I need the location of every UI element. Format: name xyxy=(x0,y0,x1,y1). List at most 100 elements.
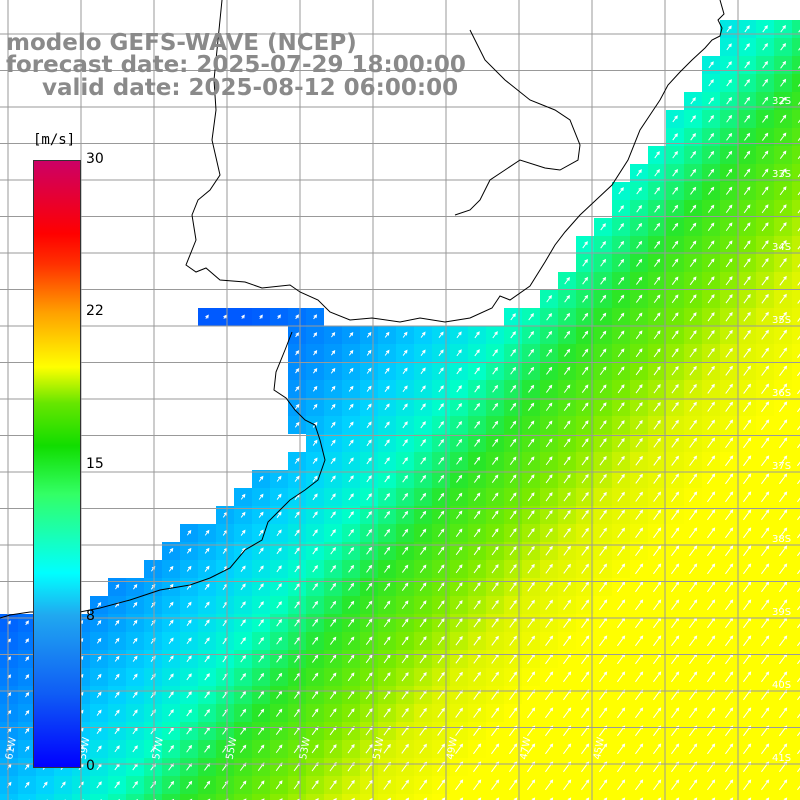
wind-arrow xyxy=(582,276,589,285)
wind-arrow xyxy=(618,294,625,303)
wind-arrow xyxy=(581,474,589,484)
wind-arrow xyxy=(653,366,661,376)
wind-arrow xyxy=(743,222,751,232)
wind-arrow xyxy=(689,276,697,286)
wind-arrow xyxy=(438,349,444,357)
wind-arrow xyxy=(725,437,734,449)
wind-arrow xyxy=(114,691,120,698)
wind-arrow xyxy=(365,779,373,790)
wind-arrow xyxy=(708,132,715,141)
wind-arrow xyxy=(582,312,589,321)
wind-arrow xyxy=(294,565,300,573)
wind-arrow xyxy=(689,671,698,683)
model-title: modelo GEFS-WAVE (NCEP) xyxy=(6,30,357,56)
wind-arrow xyxy=(509,528,517,538)
lon-label: 55W xyxy=(225,736,240,760)
wind-arrow xyxy=(689,635,698,647)
wind-arrow xyxy=(509,743,518,755)
wind-cell xyxy=(144,794,162,800)
wind-arrow xyxy=(545,563,553,574)
wind-arrow xyxy=(258,619,264,627)
wind-arrow xyxy=(330,600,337,609)
wind-arrow xyxy=(132,619,138,626)
wind-arrow xyxy=(671,509,680,521)
wind-arrow xyxy=(420,492,427,501)
wind-arrow xyxy=(204,637,210,645)
wind-arrow xyxy=(258,601,264,609)
wind-arrow xyxy=(618,222,624,231)
wind-arrow xyxy=(617,455,625,466)
wind-arrow xyxy=(509,599,517,610)
wind-arrow xyxy=(654,204,661,213)
wind-cell xyxy=(792,758,800,776)
wind-arrow xyxy=(492,349,498,357)
wind-cell xyxy=(792,92,800,110)
wind-arrow xyxy=(671,330,679,340)
wind-arrow xyxy=(653,455,661,466)
wind-arrow xyxy=(761,491,770,503)
wind-arrow xyxy=(366,421,372,429)
wind-arrow xyxy=(473,546,481,556)
wind-arrow xyxy=(419,600,427,610)
wind-arrow xyxy=(545,671,554,683)
wind-cell xyxy=(108,794,126,800)
wind-arrow xyxy=(600,240,606,249)
wind-arrow xyxy=(383,582,391,591)
wind-arrow xyxy=(329,672,337,681)
wind-arrow xyxy=(509,492,517,502)
wind-arrow xyxy=(473,600,481,610)
wind-arrow xyxy=(366,439,372,447)
wind-arrow xyxy=(294,421,300,428)
wind-arrow xyxy=(312,582,318,591)
wind-arrow xyxy=(726,61,732,69)
wind-arrow xyxy=(330,529,336,537)
wind-arrow xyxy=(204,744,211,753)
wind-arrow xyxy=(437,671,445,682)
wind-cell xyxy=(792,254,800,272)
wind-arrow xyxy=(402,439,408,447)
wind-arrow xyxy=(330,367,336,374)
wind-arrow xyxy=(384,349,390,356)
wind-arrow xyxy=(743,527,752,539)
wind-arrow xyxy=(797,569,800,575)
wind-cell xyxy=(792,128,800,146)
colorbar-tick-22: 22 xyxy=(86,303,104,319)
wind-arrow xyxy=(564,348,571,357)
wind-arrow xyxy=(295,350,300,356)
wind-arrow xyxy=(636,276,643,285)
wind-arrow xyxy=(599,779,608,791)
wind-arrow xyxy=(527,545,535,556)
wind-arrow xyxy=(635,599,644,611)
wind-arrow xyxy=(132,637,138,644)
wind-arrow xyxy=(186,744,193,753)
wind-arrow xyxy=(725,311,733,322)
wind-arrow xyxy=(186,780,193,789)
wind-arrow xyxy=(707,401,715,412)
wind-arrow xyxy=(204,529,210,536)
wind-arrow xyxy=(419,743,427,754)
wind-arrow xyxy=(653,312,661,322)
wind-arrow xyxy=(635,330,643,340)
wind-arrow xyxy=(797,587,800,593)
wind-arrow xyxy=(132,673,138,680)
wind-arrow xyxy=(528,313,534,321)
wind-arrow xyxy=(527,635,536,646)
wind-arrow xyxy=(527,743,536,755)
wind-cell xyxy=(792,290,800,308)
wind-arrow xyxy=(726,150,733,159)
wind-arrow xyxy=(510,331,516,339)
wind-arrow xyxy=(25,656,30,662)
wind-arrow xyxy=(240,565,246,573)
wind-arrow xyxy=(725,329,733,340)
wind-arrow xyxy=(383,672,391,682)
wind-arrow xyxy=(456,403,462,411)
wind-arrow xyxy=(707,779,716,791)
wind-arrow xyxy=(779,132,787,141)
wind-arrow xyxy=(635,455,643,466)
wind-cell xyxy=(288,794,306,800)
wind-arrow xyxy=(437,618,445,628)
wind-arrow xyxy=(240,601,246,609)
wind-arrow xyxy=(294,636,301,645)
wind-arrow xyxy=(313,314,318,320)
wind-arrow xyxy=(545,635,554,646)
